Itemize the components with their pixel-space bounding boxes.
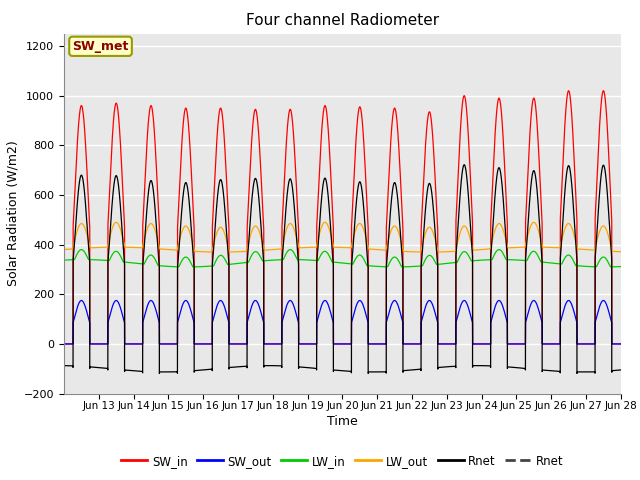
Y-axis label: Solar Radiation (W/m2): Solar Radiation (W/m2) [6,141,20,287]
X-axis label: Time: Time [327,415,358,429]
Legend: SW_in, SW_out, LW_in, LW_out, Rnet, Rnet: SW_in, SW_out, LW_in, LW_out, Rnet, Rnet [116,450,568,472]
Title: Four channel Radiometer: Four channel Radiometer [246,13,439,28]
Text: SW_met: SW_met [72,40,129,53]
